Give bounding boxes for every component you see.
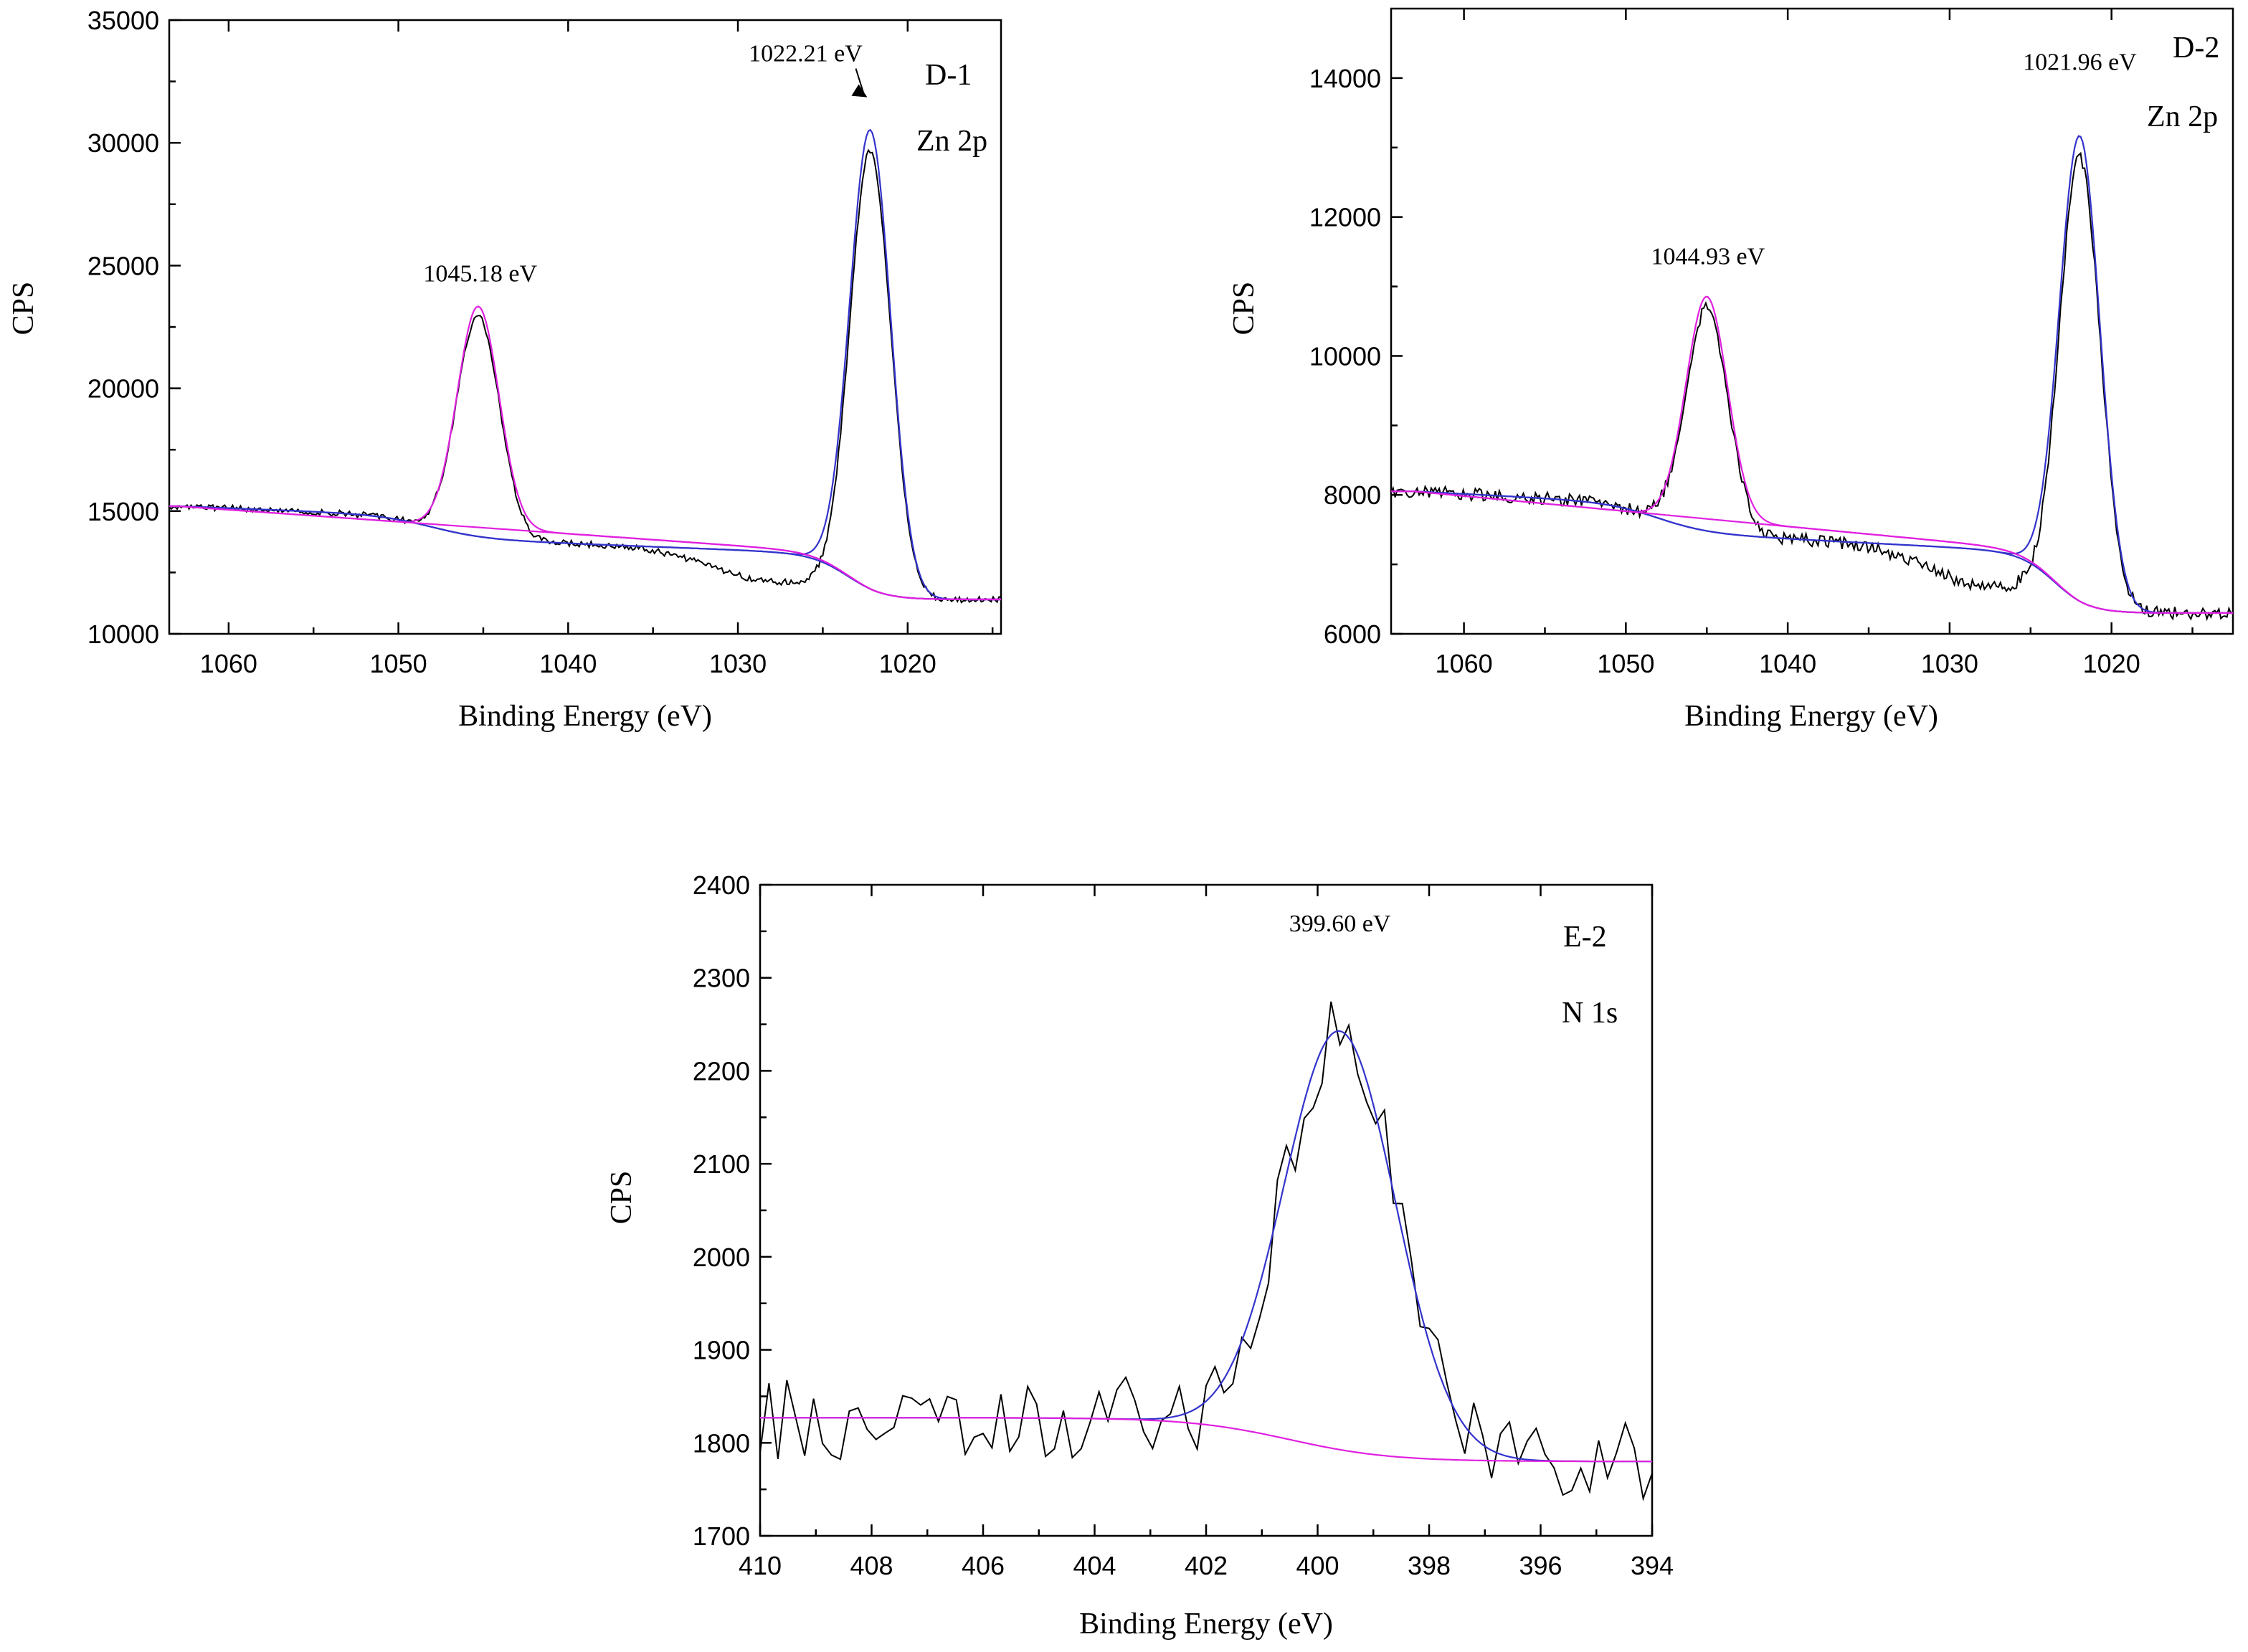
d2-curves (1390, 135, 2234, 622)
d1-peak-arrow-head (851, 84, 868, 98)
e2-series-raw (759, 1001, 1653, 1501)
d2-x-tick-label: 1050 (1597, 649, 1654, 678)
d2-peak-label: 1021.96 eV (2023, 49, 2137, 75)
e2-x-tick-label: 402 (1185, 1551, 1228, 1580)
d1-curves (169, 128, 1002, 604)
e2-x-tick-label: 406 (962, 1551, 1005, 1580)
d2-region-label: Zn 2p (2147, 100, 2218, 133)
d1-y-tick-label: 25000 (87, 251, 159, 280)
d1-series-background-b (169, 505, 1001, 601)
e2-y-tick-label: 1800 (693, 1428, 750, 1458)
d2-ticks (1391, 9, 2194, 635)
d2-series-background-b (1391, 490, 2233, 614)
d1-series-background-a (169, 505, 1001, 601)
e2-x-tick-label: 400 (1296, 1551, 1339, 1580)
d1-plot-frame (168, 19, 1002, 635)
d2-series-raw (1390, 151, 2234, 622)
e2-curves (759, 1001, 1653, 1501)
d1-x-axis-title: Binding Energy (eV) (458, 700, 712, 733)
d1-y-tick-label: 15000 (87, 497, 159, 526)
d1-tick-labels: 1060 1050 1040 1030 1020 10000 15000 20000 25000… (87, 6, 936, 678)
panel-d1-zn2p: 1060 1050 1040 1030 1020 10000 15000 20000 25000… (7, 6, 1002, 733)
d2-sample-label: D-2 (2173, 32, 2219, 65)
e2-peak-annotations: 399.60 eV (1289, 911, 1391, 937)
d1-y-tick-label: 20000 (87, 374, 159, 404)
e2-x-tick-label: 408 (850, 1551, 893, 1580)
d2-y-tick-label: 8000 (1324, 480, 1381, 510)
d1-region-label: Zn 2p (916, 125, 987, 158)
e2-sample-label: E-2 (1563, 921, 1607, 954)
d1-x-tick-label: 1050 (370, 649, 427, 678)
d2-x-tick-label: 1060 (1436, 649, 1493, 678)
e2-peak-label: 399.60 eV (1289, 911, 1391, 937)
d2-x-tick-label: 1030 (1921, 649, 1978, 678)
d2-y-tick-label: 14000 (1309, 64, 1381, 93)
e2-tick-labels: 410 408 406 404 402 400 398 396 394 1700 1800 1900 2… (693, 870, 1674, 1580)
d2-series-fit-2p1-2 (1391, 295, 2233, 614)
d2-series-background-a (1391, 490, 2233, 614)
d1-x-tick-label: 1020 (879, 649, 936, 678)
d1-y-tick-label: 35000 (87, 6, 159, 35)
panel-d2-zn2p: 1060 1050 1040 1030 1020 6000 8000 10000 12000 14… (1228, 7, 2234, 733)
e2-x-axis-title: Binding Energy (eV) (1079, 1608, 1333, 1641)
e2-x-tick-label: 396 (1519, 1551, 1562, 1580)
d1-y-axis-title: CPS (7, 282, 40, 336)
e2-series-background (760, 1417, 1652, 1463)
d2-peak-annotations: 1044.93 eV 1021.96 eV (1651, 49, 2138, 270)
d2-x-axis-title: Binding Energy (eV) (1684, 700, 1938, 733)
e2-x-tick-label: 398 (1408, 1551, 1451, 1580)
d1-peak-label: 1045.18 eV (423, 260, 537, 287)
d1-x-tick-label: 1060 (200, 649, 257, 678)
e2-y-tick-label: 1900 (693, 1336, 750, 1365)
d2-y-tick-label: 12000 (1309, 203, 1381, 232)
d1-series-fit-2p3-2 (169, 128, 1001, 601)
d2-y-axis-title: CPS (1228, 282, 1261, 336)
e2-series-fit (760, 1030, 1652, 1463)
e2-y-tick-label: 2400 (693, 870, 750, 900)
d2-y-tick-label: 6000 (1324, 620, 1381, 649)
e2-y-tick-label: 2300 (693, 964, 750, 993)
e2-y-tick-label: 2200 (693, 1056, 750, 1086)
d2-peak-label: 1044.93 eV (1651, 244, 1765, 270)
d2-series-fit-2p3-2 (1391, 135, 2233, 614)
d1-series-fit-2p1-2 (169, 305, 1001, 601)
d1-sample-label: D-1 (925, 59, 972, 92)
e2-y-axis-title: CPS (605, 1171, 638, 1225)
e2-region-label: N 1s (1562, 997, 1618, 1030)
d1-peak-annotations: 1045.18 eV 1022.21 eV (423, 41, 868, 287)
d1-y-tick-label: 10000 (87, 620, 159, 649)
d1-x-tick-label: 1040 (539, 649, 597, 678)
e2-x-tick-label: 394 (1631, 1551, 1674, 1580)
e2-plot-frame (759, 883, 1654, 1537)
d2-plot-frame (1390, 7, 2234, 635)
d2-x-tick-label: 1020 (2083, 649, 2140, 678)
d1-peak-label: 1022.21 eV (749, 41, 863, 67)
d1-ticks (169, 19, 994, 635)
d2-y-tick-label: 10000 (1309, 341, 1381, 371)
e2-y-tick-label: 2000 (693, 1243, 750, 1272)
e2-ticks (759, 883, 1654, 1537)
e2-y-tick-label: 2100 (693, 1149, 750, 1179)
d2-tick-labels: 1060 1050 1040 1030 1020 6000 8000 10000 12000 14… (1309, 64, 2140, 678)
e2-x-tick-label: 404 (1073, 1551, 1116, 1580)
d2-x-tick-label: 1040 (1759, 649, 1816, 678)
e2-x-tick-label: 410 (739, 1551, 782, 1580)
panel-e2-n1s: 410 408 406 404 402 400 398 396 394 1700 1800 1900 2… (605, 870, 1674, 1641)
e2-y-tick-label: 1700 (693, 1522, 750, 1551)
d1-y-tick-label: 30000 (87, 128, 159, 158)
d1-x-tick-label: 1030 (709, 649, 767, 678)
